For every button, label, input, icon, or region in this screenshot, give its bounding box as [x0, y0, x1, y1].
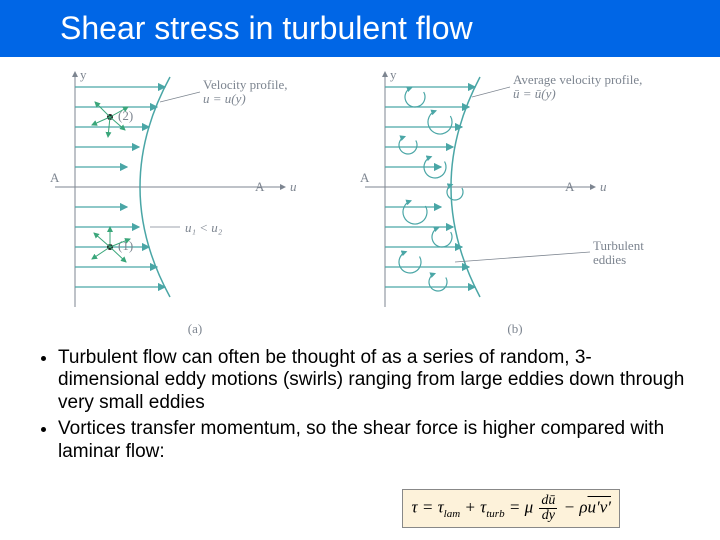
figure-b: y A A u Average velocity profile, ū = u… [360, 67, 670, 337]
profile-label-a1: Velocity profile, [203, 77, 287, 92]
x-axis-label-a: u [290, 179, 297, 194]
section-left-b: A [360, 170, 370, 185]
callout-b2: eddies [593, 252, 626, 267]
ineq-label: u₁ < u₂ [185, 220, 223, 235]
profile-label-b1: Average velocity profile, [513, 72, 642, 87]
figure-a-caption: (a) [50, 321, 340, 337]
section-left-a: A [50, 170, 60, 185]
callout-b1: Turbulent [593, 238, 644, 253]
figure-a-svg: y A A u Velocity profile, u = u(y) (2) [50, 67, 340, 317]
particle-1: (1) [92, 227, 133, 262]
y-axis-label-b: y [390, 67, 397, 82]
y-axis-label: y [80, 67, 87, 82]
slide-title: Shear stress in turbulent flow [0, 0, 720, 57]
profile-label-b2: ū = ū(y) [513, 86, 556, 101]
eddies [399, 88, 463, 291]
figures-row: y A A u Velocity profile, u = u(y) (2) [0, 67, 720, 337]
bullet-1: Turbulent flow can often be thought of a… [58, 347, 690, 414]
figure-b-caption: (b) [360, 321, 670, 337]
figure-b-svg: y A A u Average velocity profile, ū = u… [360, 67, 670, 317]
figure-a: y A A u Velocity profile, u = u(y) (2) [50, 67, 340, 337]
x-axis-label-b: u [600, 179, 607, 194]
equation-box: τ = τlam + τturb = μ dūdy − ρu′v′ [402, 489, 620, 528]
profile-label-a2: u = u(y) [203, 91, 246, 106]
svg-text:(2): (2) [118, 108, 133, 123]
bullet-list: Turbulent flow can often be thought of a… [40, 347, 690, 463]
bullet-2: Vortices transfer momentum, so the shear… [58, 418, 690, 463]
